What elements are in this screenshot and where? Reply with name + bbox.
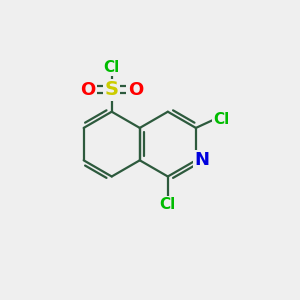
Text: O: O bbox=[128, 81, 143, 99]
Text: O: O bbox=[80, 81, 96, 99]
Text: Cl: Cl bbox=[213, 112, 230, 127]
Text: Cl: Cl bbox=[160, 197, 176, 212]
Text: Cl: Cl bbox=[103, 60, 120, 75]
Text: N: N bbox=[194, 151, 209, 169]
Text: S: S bbox=[105, 80, 119, 99]
